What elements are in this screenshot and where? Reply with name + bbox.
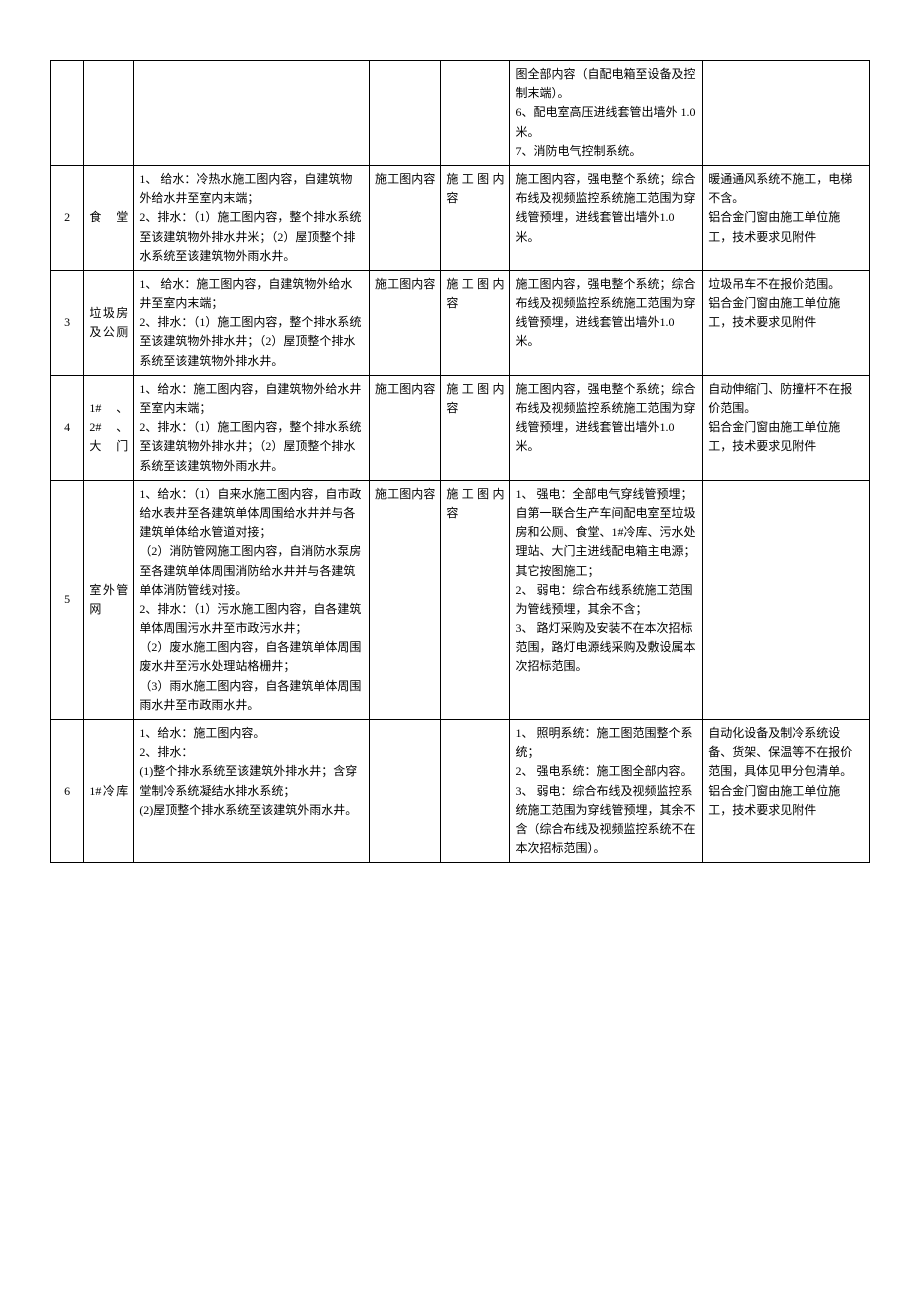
cell-num: 2 [51, 165, 84, 270]
table-row: 2 食堂 1、 给水：冷热水施工图内容，自建筑物外给水井至室内末端；2、排水：（… [51, 165, 870, 270]
cell-elec: 施工图内容，强电整个系统；综合布线及视频监控系统施工范围为穿线管预埋，进线套管出… [510, 375, 703, 480]
cell-fire: 施工图内容 [441, 270, 510, 375]
cell-note: 暖通通风系统不施工，电梯不含。铝合金门窗由施工单位施工，技术要求见附件 [703, 165, 870, 270]
cell-hvac [370, 720, 441, 863]
cell-fire: 施工图内容 [441, 375, 510, 480]
cell-water: 1、给水：施工图内容，自建筑物外给水井至室内末端；2、排水：（1）施工图内容，整… [134, 375, 370, 480]
cell-note [703, 61, 870, 166]
cell-water: 1、 给水：冷热水施工图内容，自建筑物外给水井至室内末端；2、排水：（1）施工图… [134, 165, 370, 270]
table-body: 图全部内容（自配电箱至设备及控制末端）。6、配电室高压进线套管出墙外 1.0 米… [51, 61, 870, 863]
cell-water: 1、 给水：施工图内容，自建筑物外给水井至室内末端；2、排水：（1）施工图内容，… [134, 270, 370, 375]
cell-note: 垃圾吊车不在报价范围。铝合金门窗由施工单位施工，技术要求见附件 [703, 270, 870, 375]
cell-hvac [370, 61, 441, 166]
cell-note: 自动化设备及制冷系统设备、货架、保温等不在报价范围，具体见甲分包清单。铝合金门窗… [703, 720, 870, 863]
cell-num: 5 [51, 480, 84, 719]
cell-water: 1、给水：（1）自来水施工图内容，自市政给水表井至各建筑单体周围给水井并与各建筑… [134, 480, 370, 719]
cell-fire [441, 61, 510, 166]
table-row: 5 室外管网 1、给水：（1）自来水施工图内容，自市政给水表井至各建筑单体周围给… [51, 480, 870, 719]
cell-elec: 施工图内容，强电整个系统；综合布线及视频监控系统施工范围为穿线管预埋，进线套管出… [510, 165, 703, 270]
table-row: 图全部内容（自配电箱至设备及控制末端）。6、配电室高压进线套管出墙外 1.0 米… [51, 61, 870, 166]
cell-fire: 施工图内容 [441, 480, 510, 719]
cell-name: 室外管网 [84, 480, 134, 719]
cell-elec: 施工图内容，强电整个系统；综合布线及视频监控系统施工范围为穿线管预埋，进线套管出… [510, 270, 703, 375]
cell-fire [441, 720, 510, 863]
cell-note: 自动伸缩门、防撞杆不在报价范围。铝合金门窗由施工单位施工，技术要求见附件 [703, 375, 870, 480]
cell-num [51, 61, 84, 166]
cell-name: 1#冷库 [84, 720, 134, 863]
cell-num: 3 [51, 270, 84, 375]
cell-hvac: 施工图内容 [370, 480, 441, 719]
table-row: 6 1#冷库 1、给水：施工图内容。2、排水：(1)整个排水系统至该建筑外排水井… [51, 720, 870, 863]
cell-elec: 1、 照明系统：施工图范围整个系统；2、 强电系统：施工图全部内容。3、 弱电：… [510, 720, 703, 863]
table-row: 4 1# 、2# 、大门 1、给水：施工图内容，自建筑物外给水井至室内末端；2、… [51, 375, 870, 480]
cell-name: 垃圾房及公厕 [84, 270, 134, 375]
cell-hvac: 施工图内容 [370, 375, 441, 480]
cell-fire: 施工图内容 [441, 165, 510, 270]
cell-name: 食堂 [84, 165, 134, 270]
cell-name [84, 61, 134, 166]
cell-hvac: 施工图内容 [370, 165, 441, 270]
cell-elec: 图全部内容（自配电箱至设备及控制末端）。6、配电室高压进线套管出墙外 1.0 米… [510, 61, 703, 166]
table-row: 3 垃圾房及公厕 1、 给水：施工图内容，自建筑物外给水井至室内末端；2、排水：… [51, 270, 870, 375]
cell-note [703, 480, 870, 719]
cell-water: 1、给水：施工图内容。2、排水：(1)整个排水系统至该建筑外排水井；含穿堂制冷系… [134, 720, 370, 863]
cell-name: 1# 、2# 、大门 [84, 375, 134, 480]
construction-scope-table: 图全部内容（自配电箱至设备及控制末端）。6、配电室高压进线套管出墙外 1.0 米… [50, 60, 870, 863]
cell-num: 4 [51, 375, 84, 480]
cell-water [134, 61, 370, 166]
cell-num: 6 [51, 720, 84, 863]
cell-hvac: 施工图内容 [370, 270, 441, 375]
cell-elec: 1、 强电：全部电气穿线管预埋；自第一联合生产车间配电室至垃圾房和公厕、食堂、1… [510, 480, 703, 719]
